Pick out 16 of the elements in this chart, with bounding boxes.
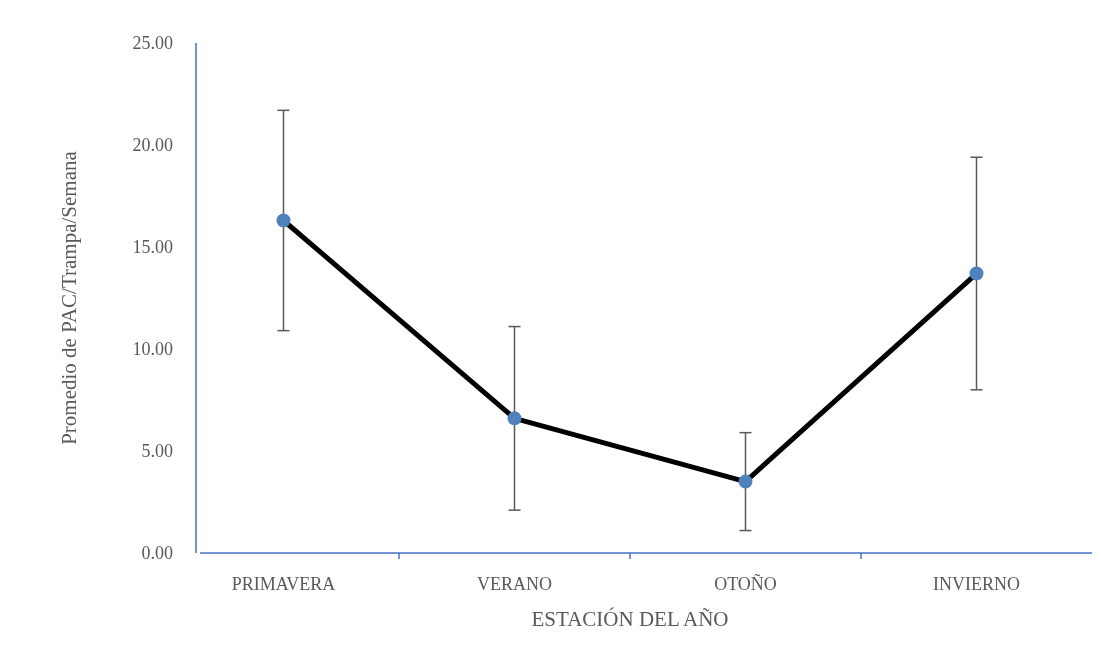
point <box>507 411 522 426</box>
x-tick-label: VERANO <box>477 574 552 594</box>
x-tick-label: INVIERNO <box>933 574 1020 594</box>
point <box>276 213 291 228</box>
x-axis-title: ESTACIÓN DEL AÑO <box>531 607 729 631</box>
y-tick-label: 25.00 <box>132 33 173 54</box>
y-tick-label: 20.00 <box>132 135 173 156</box>
x-tick-label: PRIMAVERA <box>231 574 336 594</box>
y-tick-label: 5.00 <box>141 441 173 462</box>
y-tick-label: 0.00 <box>141 543 173 564</box>
point <box>738 474 753 489</box>
y-tick-label: 15.00 <box>132 237 173 258</box>
y-axis-title: Promedio de PAC/Trampa/Semana <box>57 150 81 445</box>
x-tick-label: OTOÑO <box>714 573 777 594</box>
point <box>969 266 984 281</box>
y-tick-label: 10.00 <box>132 339 173 360</box>
